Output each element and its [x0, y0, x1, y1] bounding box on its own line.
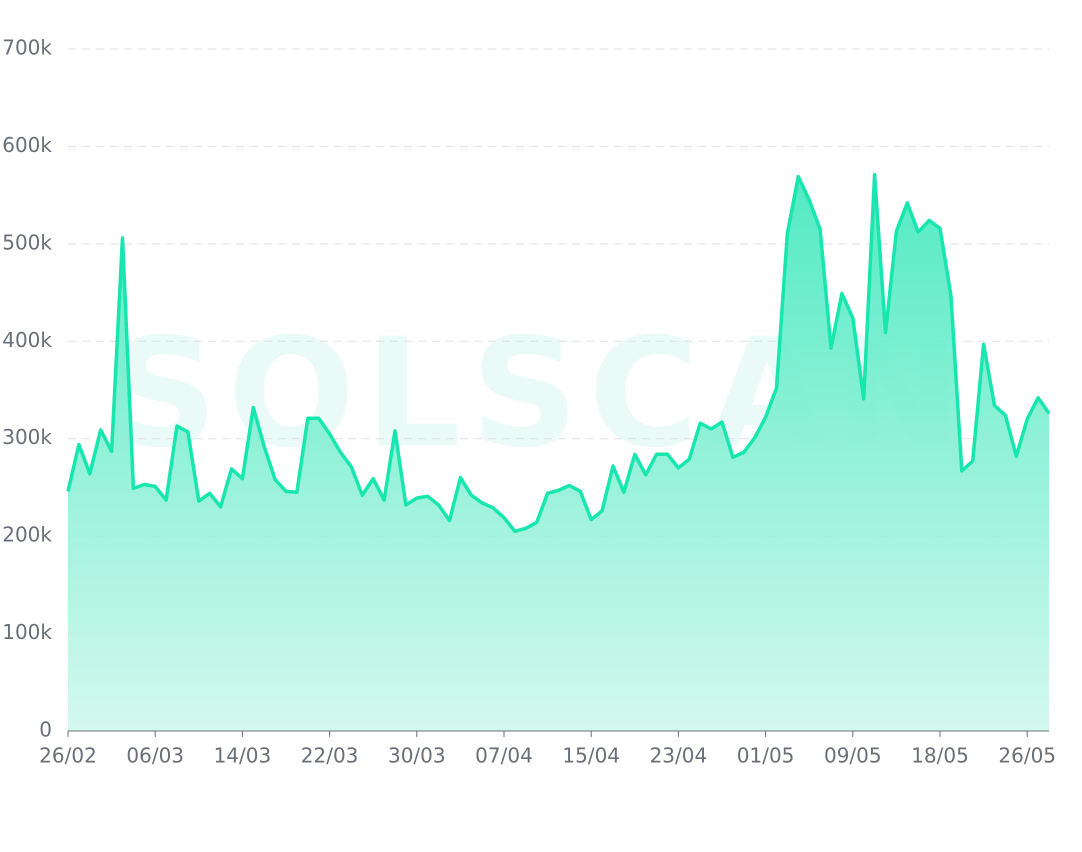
- x-tick-label: 09/05: [824, 744, 882, 768]
- y-tick-label: 100k: [2, 620, 52, 644]
- x-tick-label: 18/05: [911, 744, 969, 768]
- y-tick-label: 300k: [2, 425, 52, 449]
- y-tick-label: 600k: [2, 133, 52, 157]
- y-tick-label: 700k: [2, 36, 52, 60]
- x-tick-label: 26/05: [998, 744, 1056, 768]
- x-tick-label: 30/03: [388, 744, 446, 768]
- x-tick-label: 07/04: [475, 744, 533, 768]
- x-tick-label: 26/02: [39, 744, 97, 768]
- area: [68, 174, 1049, 731]
- x-tick-label: 14/03: [214, 744, 272, 768]
- x-tick-label: 15/04: [562, 744, 620, 768]
- x-tick-label: 22/03: [301, 744, 359, 768]
- y-tick-label: 400k: [2, 328, 52, 352]
- x-tick-label: 23/04: [650, 744, 708, 768]
- y-tick-label: 0: [39, 718, 52, 742]
- y-tick-label: 500k: [2, 230, 52, 254]
- y-tick-label: 200k: [2, 523, 52, 547]
- line: [66, 172, 1051, 534]
- x-tick-label: 01/05: [737, 744, 795, 768]
- x-tick-label: 06/03: [126, 744, 184, 768]
